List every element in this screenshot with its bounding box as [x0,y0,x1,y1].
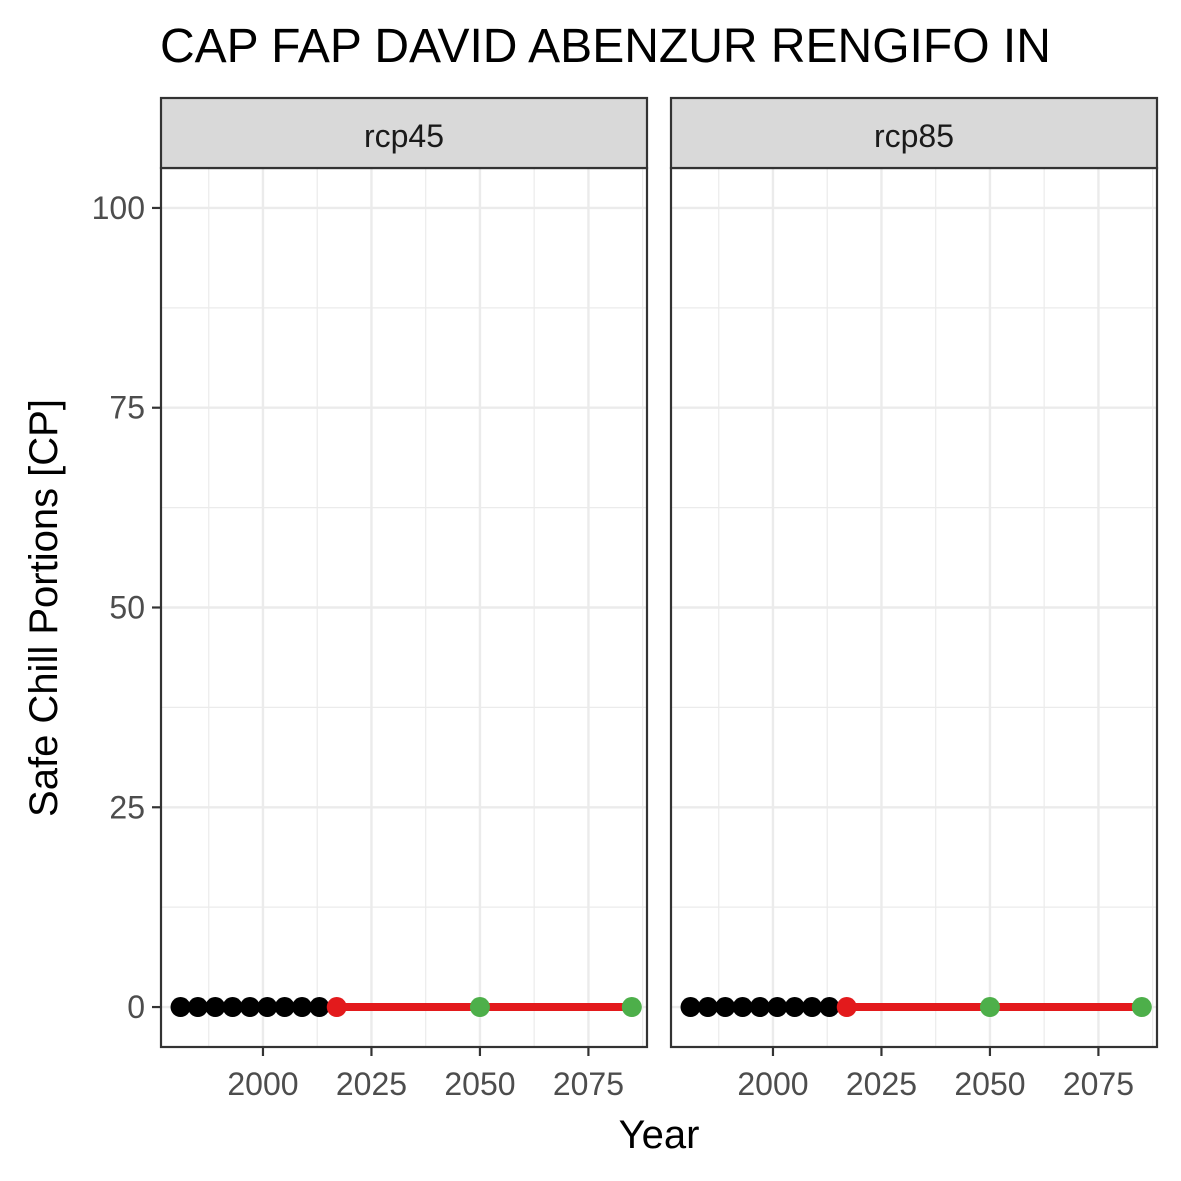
strip-label: rcp85 [874,118,954,154]
x-tick-label: 2050 [444,1066,515,1102]
historic-point [309,997,330,1018]
strip-background [669,96,1159,170]
projection-start-point [836,997,857,1018]
historic-point [749,997,770,1018]
x-tick-label: 2075 [553,1066,624,1102]
historic-point [205,997,226,1018]
historic-point [732,997,753,1018]
historic-point [274,997,295,1018]
y-tick-label: 100 [92,190,145,226]
historic-point [715,997,736,1018]
y-tick-label: 25 [109,789,145,825]
x-tick-label: 2000 [227,1066,298,1102]
historic-point [680,997,701,1018]
x-tick-label: 2025 [336,1066,407,1102]
x-axis-title: Year [619,1113,700,1157]
facet-panel-rcp45: rcp45 2000 2025 2050 2075 [159,96,649,1102]
future-point [469,997,490,1018]
panels-layer: 0 25 50 75 100 rcp45 2000 2025 2050 2075 rcp85 2000… [92,96,1159,1102]
historic-point [292,997,313,1018]
chart-title: CAP FAP DAVID ABENZUR RENGIFO IN [160,20,1051,73]
historic-point [767,997,788,1018]
y-tick-label: 0 [127,989,145,1025]
facet-panel-rcp85: rcp85 2000 2025 2050 2075 [669,96,1159,1102]
projection-start-point [326,997,347,1018]
historic-point [257,997,278,1018]
y-axis-title: Safe Chill Portions [CP] [22,399,66,817]
historic-point [170,997,191,1018]
y-tick-label: 50 [109,590,145,626]
historic-point [784,997,805,1018]
historic-point [222,997,243,1018]
historic-point [802,997,823,1018]
future-point [621,997,642,1018]
historic-point [697,997,718,1018]
x-tick-label: 2000 [737,1066,808,1102]
x-tick-label: 2025 [846,1066,917,1102]
historic-point [239,997,260,1018]
future-point [979,997,1000,1018]
strip-label: rcp45 [364,118,444,154]
historic-point [819,997,840,1018]
x-tick-label: 2075 [1063,1066,1134,1102]
future-point [1131,997,1152,1018]
strip-background [159,96,649,170]
y-tick-label: 75 [109,390,145,426]
historic-point [187,997,208,1018]
x-tick-label: 2050 [954,1066,1025,1102]
